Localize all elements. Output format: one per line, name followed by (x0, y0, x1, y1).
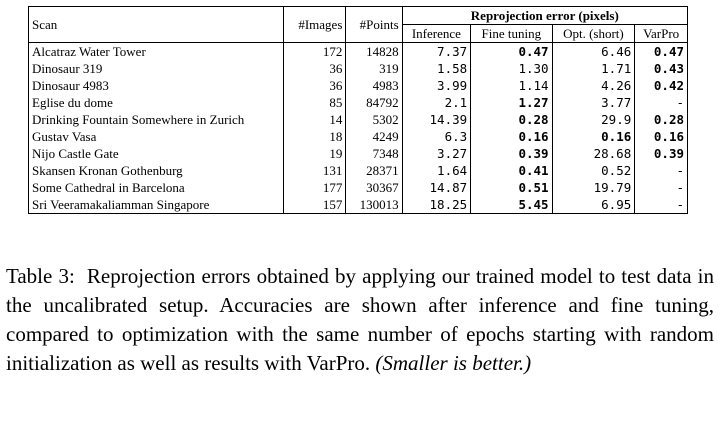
cell-scan: Eglise du dome (28, 94, 284, 111)
cell-varpro: 0.16 (653, 129, 684, 144)
cell-varpro: - (676, 95, 684, 110)
cell-scan: Drinking Fountain Somewhere in Zurich (28, 111, 284, 128)
header-fine-tuning: Fine tuning (470, 24, 553, 43)
reprojection-error-table: Scan #Images #Points Reprojection error … (28, 6, 688, 214)
cell-opt-short: 28.68 (552, 145, 636, 162)
cell-points: 28371 (345, 162, 403, 179)
cell-points: 130013 (345, 196, 403, 214)
cell-images: 172 (283, 42, 347, 60)
table-row: Alcatraz Water Tower 172 14828 7.37 0.47 6.46… (28, 42, 688, 60)
table-body: Alcatraz Water Tower 172 14828 7.37 0.47 6.46… (28, 42, 688, 214)
cell-opt-short: 1.71 (552, 60, 636, 77)
table-header-row-sub: Inference Fine tuning Opt. (short) VarPr… (29, 24, 688, 43)
cell-inference: 7.37 (402, 42, 472, 60)
cell-fine-tuning: 0.51 (470, 179, 553, 196)
cell-points: 4983 (345, 77, 403, 94)
results-table-container: Scan #Images #Points Reprojection error … (28, 6, 688, 214)
caption-note: (Smaller is better.) (375, 351, 532, 375)
header-reprojection-error-group: Reprojection error (pixels) (402, 6, 688, 25)
cell-varpro: 0.43 (653, 61, 684, 76)
table-row: Dinosaur 319 36 319 1.58 1.30 1.71 0.43 (28, 60, 688, 77)
cell-inference: 3.27 (402, 145, 472, 162)
cell-opt-short: 3.77 (552, 94, 636, 111)
cell-points: 319 (345, 60, 403, 77)
cell-scan: Nijo Castle Gate (28, 145, 284, 162)
cell-opt-short: 19.79 (552, 179, 636, 196)
cell-varpro: - (676, 180, 684, 195)
cell-opt-short: 6.95 (552, 196, 636, 214)
cell-scan: Dinosaur 319 (28, 60, 284, 77)
header-varpro: VarPro (634, 24, 688, 43)
cell-points: 14828 (345, 42, 403, 60)
cell-inference: 3.99 (402, 77, 472, 94)
caption-label: Table 3: (6, 264, 75, 288)
cell-scan: Sri Veeramakaliamman Singapore (28, 196, 284, 214)
table-row: Nijo Castle Gate 19 7348 3.27 0.39 28.68 0.39 (28, 145, 688, 162)
cell-opt-short: 0.16 (552, 128, 636, 145)
cell-inference: 18.25 (402, 196, 472, 214)
cell-inference: 14.87 (402, 179, 472, 196)
cell-varpro: 0.28 (653, 112, 684, 127)
cell-varpro: 0.47 (653, 44, 684, 59)
cell-images: 14 (283, 111, 347, 128)
cell-fine-tuning: 0.28 (470, 111, 553, 128)
cell-scan: Alcatraz Water Tower (28, 42, 284, 60)
table-row: Gustav Vasa 18 4249 6.3 0.16 0.16 0.16 (28, 128, 688, 145)
cell-opt-short: 6.46 (552, 42, 636, 60)
cell-images: 19 (283, 145, 347, 162)
header-points: #Points (345, 6, 403, 43)
cell-points: 30367 (345, 179, 403, 196)
cell-fine-tuning: 1.27 (470, 94, 553, 111)
cell-images: 157 (283, 196, 347, 214)
cell-fine-tuning: 1.30 (470, 60, 553, 77)
table-header-row-top: Scan #Images #Points Reprojection error … (28, 6, 688, 43)
cell-images: 36 (283, 77, 347, 94)
cell-opt-short: 4.26 (552, 77, 636, 94)
cell-opt-short: 29.9 (552, 111, 636, 128)
cell-images: 36 (283, 60, 347, 77)
cell-fine-tuning: 0.41 (470, 162, 553, 179)
table-row: Skansen Kronan Gothenburg 131 28371 1.64 0.4… (28, 162, 688, 179)
cell-varpro: - (676, 163, 684, 178)
table-row: Some Cathedral in Barcelona 177 30367 14.87… (28, 179, 688, 196)
cell-scan: Skansen Kronan Gothenburg (28, 162, 284, 179)
cell-points: 5302 (345, 111, 403, 128)
cell-inference: 6.3 (402, 128, 472, 145)
cell-scan: Gustav Vasa (28, 128, 284, 145)
cell-fine-tuning: 5.45 (470, 196, 553, 214)
cell-inference: 14.39 (402, 111, 472, 128)
cell-images: 85 (283, 94, 347, 111)
table-row: Sri Veeramakaliamman Singapore 157 130013 1… (28, 196, 688, 214)
cell-fine-tuning: 0.39 (470, 145, 553, 162)
cell-inference: 1.58 (402, 60, 472, 77)
cell-points: 84792 (345, 94, 403, 111)
cell-images: 18 (283, 128, 347, 145)
cell-fine-tuning: 0.47 (470, 42, 553, 60)
caption-text: Reprojection errors obtained by applying… (6, 264, 715, 375)
table-row: Eglise du dome 85 84792 2.1 1.27 3.77 - (28, 94, 688, 111)
cell-points: 4249 (345, 128, 403, 145)
cell-varpro: 0.42 (653, 78, 684, 93)
cell-inference: 2.1 (402, 94, 472, 111)
table-row: Drinking Fountain Somewhere in Zurich 14 5… (28, 111, 688, 128)
table-caption: Table 3: Reprojection errors obtained by… (6, 262, 714, 378)
header-inference: Inference (402, 24, 472, 43)
cell-varpro: 0.39 (653, 146, 684, 161)
cell-points: 7348 (345, 145, 403, 162)
cell-opt-short: 0.52 (552, 162, 636, 179)
header-opt-short: Opt. (short) (552, 24, 636, 43)
header-images: #Images (283, 6, 347, 43)
cell-scan: Dinosaur 4983 (28, 77, 284, 94)
header-scan: Scan (28, 6, 284, 43)
cell-inference: 1.64 (402, 162, 472, 179)
cell-varpro: - (676, 197, 684, 212)
cell-scan: Some Cathedral in Barcelona (28, 179, 284, 196)
cell-fine-tuning: 0.16 (470, 128, 553, 145)
table-row: Dinosaur 4983 36 4983 3.99 1.14 4.26 0.42 (28, 77, 688, 94)
cell-images: 177 (283, 179, 347, 196)
cell-images: 131 (283, 162, 347, 179)
cell-fine-tuning: 1.14 (470, 77, 553, 94)
